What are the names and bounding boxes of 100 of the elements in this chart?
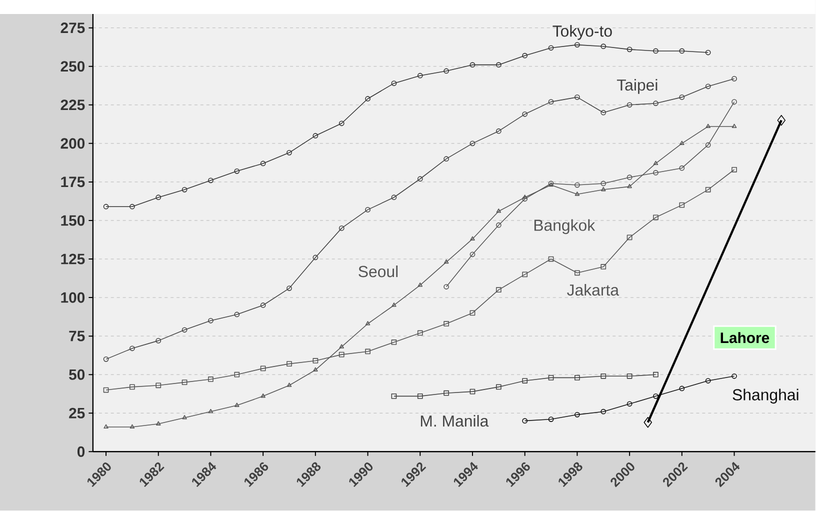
point	[777, 115, 786, 126]
point	[234, 168, 240, 174]
point	[679, 166, 685, 171]
point	[470, 389, 476, 394]
y-tick-label: 0	[77, 446, 85, 458]
point	[548, 256, 554, 262]
point	[496, 222, 502, 228]
point	[679, 386, 685, 392]
point	[627, 184, 632, 188]
series-label: Jakarta	[567, 284, 620, 296]
point	[130, 346, 135, 352]
point	[417, 394, 423, 400]
point	[548, 45, 554, 51]
y-tick-label: 150	[61, 215, 85, 226]
y-tick-label: 225	[60, 100, 85, 110]
point	[705, 187, 711, 193]
y-tick-label: 75	[69, 331, 85, 342]
point	[574, 270, 580, 276]
point	[626, 46, 632, 52]
point	[338, 120, 344, 126]
point	[705, 84, 711, 90]
y-tick-label: 100	[61, 292, 85, 304]
y-tick-label: 250	[60, 61, 85, 72]
point	[444, 68, 450, 74]
point	[496, 208, 502, 213]
point	[260, 366, 266, 372]
point	[130, 204, 135, 210]
point	[338, 352, 344, 358]
point	[600, 187, 606, 192]
point	[286, 150, 292, 156]
point	[522, 272, 528, 278]
point	[234, 372, 240, 378]
y-tick-label: 125	[61, 254, 85, 264]
point	[365, 348, 370, 354]
point	[522, 378, 528, 384]
point	[260, 160, 266, 166]
point	[470, 140, 476, 146]
point	[444, 260, 449, 264]
point	[182, 327, 188, 333]
point	[574, 94, 580, 100]
point	[391, 80, 397, 86]
point	[732, 167, 737, 173]
point	[208, 376, 214, 382]
point	[574, 412, 580, 418]
point	[600, 374, 606, 380]
point	[496, 128, 502, 134]
point	[234, 312, 240, 318]
point	[286, 361, 292, 367]
point	[313, 367, 318, 372]
series-label: M. Manila	[420, 415, 489, 427]
point	[365, 207, 370, 213]
point	[208, 409, 214, 414]
point	[626, 174, 632, 180]
point	[496, 287, 502, 293]
point	[548, 99, 554, 105]
point	[338, 226, 344, 232]
point	[600, 264, 606, 270]
point	[653, 394, 658, 400]
point	[600, 44, 606, 50]
point	[392, 302, 396, 307]
point	[496, 384, 502, 390]
point	[626, 234, 632, 240]
point	[339, 344, 344, 349]
point	[574, 375, 580, 381]
point	[260, 302, 266, 308]
point	[653, 160, 658, 166]
point	[417, 73, 423, 78]
point	[444, 390, 450, 396]
point	[574, 42, 580, 48]
point	[574, 182, 580, 188]
point	[706, 124, 710, 128]
point	[653, 170, 658, 176]
text: Lahore	[720, 332, 770, 344]
point	[470, 236, 475, 241]
point	[312, 133, 318, 139]
point	[417, 330, 423, 336]
y-tick-label: 275	[60, 22, 85, 34]
point	[644, 417, 652, 428]
point	[470, 62, 476, 68]
point	[418, 282, 423, 287]
point	[653, 100, 658, 106]
point	[156, 421, 161, 426]
point	[130, 384, 135, 390]
point	[391, 194, 397, 200]
point	[260, 394, 266, 398]
y-tick-label: 50	[69, 369, 85, 380]
point	[156, 194, 162, 200]
point	[391, 394, 397, 400]
point	[156, 338, 162, 344]
point	[653, 48, 658, 54]
point	[548, 375, 554, 381]
series-label: Shanghai	[732, 388, 798, 404]
point	[182, 415, 187, 420]
series-label: Bangkok	[534, 219, 596, 234]
point	[626, 401, 632, 407]
point	[182, 380, 188, 386]
point	[548, 180, 554, 186]
point	[312, 358, 318, 364]
point	[548, 182, 554, 187]
point	[156, 382, 162, 388]
